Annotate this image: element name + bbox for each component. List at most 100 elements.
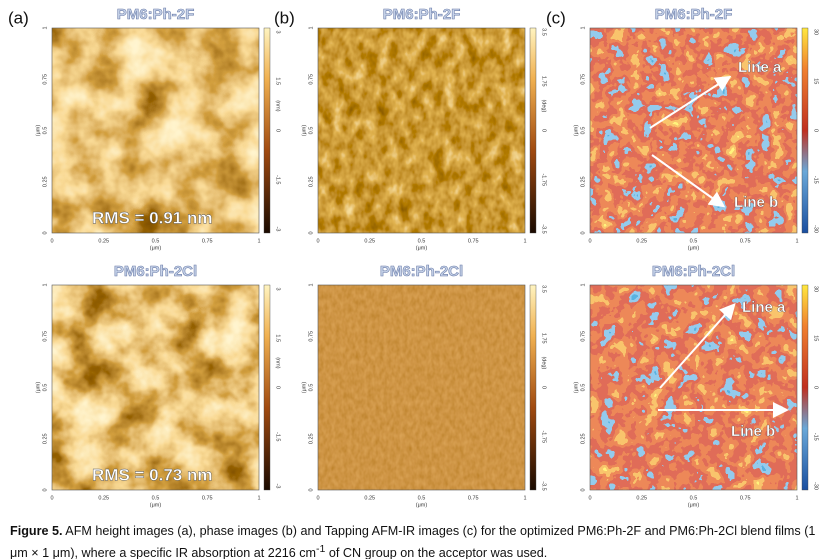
rms-label: RMS = 0.91 nm [92, 208, 212, 227]
y-tick-label: 0.25 [308, 433, 314, 444]
y-axis-unit: (μm) [573, 125, 579, 137]
x-tick-label: 1 [523, 495, 526, 501]
x-tick-label: 0 [50, 495, 53, 501]
x-tick-label: 0.75 [468, 495, 479, 501]
y-tick-label: 1 [42, 283, 48, 286]
y-tick-label: 0 [308, 231, 314, 234]
y-tick-label: 0.5 [580, 384, 586, 392]
y-axis-unit: (μm) [35, 125, 41, 137]
caption-superscript: -1 [316, 543, 326, 555]
y-tick-label: 0.25 [42, 433, 48, 444]
image-frame [317, 27, 526, 234]
annotation-arrow [651, 154, 726, 208]
x-tick-label: 0.5 [418, 238, 426, 244]
x-axis-unit: (μm) [150, 502, 162, 508]
x-tick-label: 0 [316, 238, 319, 244]
panel-title: PM6:Ph-2F [117, 6, 195, 23]
colorbar [529, 284, 537, 491]
colorbar-tick-label: 3.5 [541, 28, 547, 36]
colorbar-tick-label: 1.75 [541, 76, 547, 87]
y-axis-unit: (μm) [301, 382, 307, 394]
image-frame [589, 27, 798, 234]
colorbar-tick-label: 15 [813, 78, 819, 84]
colorbar-tick-label: 1.5 [275, 334, 281, 342]
panel-title: PM6:Ph-2Cl [652, 263, 735, 280]
y-tick-label: 0.75 [308, 331, 314, 342]
y-tick-label: 1 [580, 26, 586, 29]
x-axis-unit: (μm) [688, 502, 700, 508]
annotation-label: Line b [734, 194, 778, 211]
x-tick-label: 0.25 [636, 495, 647, 501]
annotation-arrow [659, 303, 736, 389]
x-tick-label: 0.25 [636, 238, 647, 244]
rms-label: RMS = 0.73 nm [92, 465, 212, 484]
y-tick-label: 1 [42, 26, 48, 29]
colorbar-tick-label: 0 [275, 386, 281, 389]
afm-image [52, 28, 259, 233]
x-tick-label: 1 [795, 238, 798, 244]
y-tick-label: 0.5 [42, 127, 48, 135]
x-tick-label: 0.25 [98, 495, 109, 501]
colorbar-tick-label: -1.5 [275, 175, 281, 184]
colorbar-tick-label: 3.5 [541, 285, 547, 293]
x-tick-label: 0.5 [690, 495, 698, 501]
colorbar [263, 284, 271, 491]
y-tick-label: 0.25 [308, 176, 314, 187]
image-frame [51, 284, 260, 491]
colorbar-tick-label: -1.75 [541, 173, 547, 186]
x-axis-unit: (μm) [416, 502, 428, 508]
y-tick-label: 0 [42, 488, 48, 491]
y-axis-unit: (μm) [573, 382, 579, 394]
y-tick-label: 0 [42, 231, 48, 234]
colorbar-tick-label: -15 [813, 433, 819, 441]
panel-title: PM6:Ph-2F [383, 6, 461, 23]
caption: Figure 5. AFM height images (a), phase i… [10, 522, 825, 559]
x-tick-label: 0.75 [740, 495, 751, 501]
x-axis-unit: (μm) [150, 245, 162, 251]
y-tick-label: 0.25 [42, 176, 48, 187]
x-tick-label: 1 [795, 495, 798, 501]
x-tick-label: 0.25 [364, 238, 375, 244]
y-tick-label: 0.5 [580, 127, 586, 135]
x-tick-label: 1 [257, 238, 260, 244]
y-axis-unit: (μm) [301, 125, 307, 137]
colorbar-unit: (deg) [541, 99, 547, 112]
panel-title: PM6:Ph-2F [655, 6, 733, 23]
y-tick-label: 0.5 [308, 127, 314, 135]
colorbar-tick-label: 30 [813, 29, 819, 35]
y-axis-unit: (μm) [35, 382, 41, 394]
colorbar-tick-label: -1.5 [275, 432, 281, 441]
colorbar-tick-label: -15 [813, 176, 819, 184]
y-tick-label: 1 [580, 283, 586, 286]
image-frame [317, 284, 526, 491]
colorbar-tick-label: 0 [813, 129, 819, 132]
x-tick-label: 0.75 [202, 495, 213, 501]
colorbar [801, 284, 809, 491]
colorbar [801, 27, 809, 234]
colorbar-tick-label: 0 [813, 386, 819, 389]
image-frame [589, 284, 798, 491]
x-tick-label: 0.75 [468, 238, 479, 244]
colorbar-unit: (deg) [541, 356, 547, 369]
image-frame [51, 27, 260, 234]
colorbar-tick-label: -3 [275, 484, 281, 489]
caption-label: Figure 5. [10, 524, 63, 538]
colorbar-tick-label: 15 [813, 335, 819, 341]
afm-image [318, 28, 525, 233]
colorbar-tick-label: -30 [813, 225, 819, 233]
colorbar-unit: (nm) [275, 100, 281, 111]
x-tick-label: 0.75 [740, 238, 751, 244]
x-axis-unit: (μm) [688, 245, 700, 251]
caption-text: AFM height images (a), phase images (b) … [10, 524, 816, 559]
y-tick-label: 0.75 [308, 74, 314, 85]
colorbar-tick-label: -30 [813, 482, 819, 490]
y-tick-label: 0.5 [42, 384, 48, 392]
panel-title: PM6:Ph-2Cl [114, 263, 197, 280]
panel-label: (b) [274, 8, 295, 27]
x-tick-label: 0.5 [152, 238, 160, 244]
figure: PM6:Ph-2F (a) 3 1.5 0 -1.5 -3 (nm) 0 0.25 0.5 0.75 1… [8, 6, 819, 509]
x-tick-label: 0.75 [202, 238, 213, 244]
x-tick-label: 1 [257, 495, 260, 501]
colorbar-tick-label: -3 [275, 227, 281, 232]
